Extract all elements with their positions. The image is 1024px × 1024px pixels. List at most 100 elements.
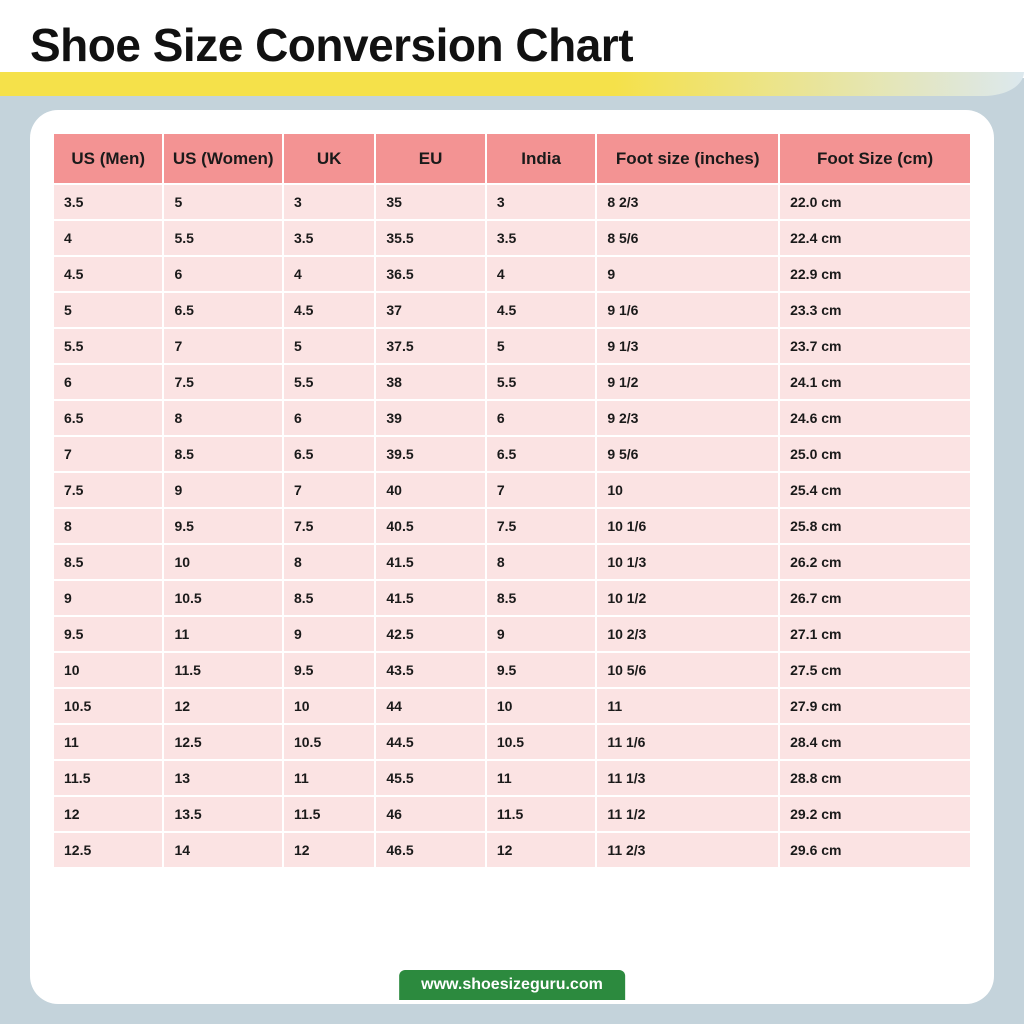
table-cell: 28.8 cm xyxy=(780,761,970,795)
table-cell: 35 xyxy=(376,185,484,219)
table-cell: 12 xyxy=(54,797,162,831)
table-cell: 10.5 xyxy=(54,689,162,723)
table-cell: 9 1/2 xyxy=(597,365,778,399)
table-cell: 10 1/6 xyxy=(597,509,778,543)
table-cell: 6.5 xyxy=(487,437,595,471)
table-cell: 3 xyxy=(284,185,374,219)
table-cell: 9.5 xyxy=(54,617,162,651)
table-row: 1011.59.543.59.510 5/627.5 cm xyxy=(54,653,970,687)
table-cell: 7 xyxy=(54,437,162,471)
table-cell: 4 xyxy=(487,257,595,291)
table-cell: 9.5 xyxy=(284,653,374,687)
table-cell: 7 xyxy=(164,329,282,363)
table-cell: 41.5 xyxy=(376,545,484,579)
table-cell: 11.5 xyxy=(284,797,374,831)
table-cell: 38 xyxy=(376,365,484,399)
table-cell: 6 xyxy=(487,401,595,435)
table-cell: 7.5 xyxy=(284,509,374,543)
table-cell: 8 xyxy=(487,545,595,579)
table-cell: 11 1/6 xyxy=(597,725,778,759)
table-cell: 8.5 xyxy=(54,545,162,579)
table-cell: 12 xyxy=(284,833,374,867)
table-cell: 23.7 cm xyxy=(780,329,970,363)
table-cell: 13 xyxy=(164,761,282,795)
table-cell: 29.6 cm xyxy=(780,833,970,867)
table-cell: 8.5 xyxy=(164,437,282,471)
table-cell: 11 2/3 xyxy=(597,833,778,867)
table-cell: 8.5 xyxy=(284,581,374,615)
table-cell: 10 xyxy=(54,653,162,687)
table-cell: 9 1/6 xyxy=(597,293,778,327)
table-cell: 3.5 xyxy=(54,185,162,219)
table-cell: 12.5 xyxy=(164,725,282,759)
table-cell: 8.5 xyxy=(487,581,595,615)
table-cell: 11 xyxy=(164,617,282,651)
table-cell: 11 1/3 xyxy=(597,761,778,795)
table-row: 1213.511.54611.511 1/229.2 cm xyxy=(54,797,970,831)
table-cell: 36.5 xyxy=(376,257,484,291)
table-row: 56.54.5374.59 1/623.3 cm xyxy=(54,293,970,327)
col-uk: UK xyxy=(284,134,374,183)
table-cell: 9 xyxy=(597,257,778,291)
table-row: 67.55.5385.59 1/224.1 cm xyxy=(54,365,970,399)
table-cell: 29.2 cm xyxy=(780,797,970,831)
table-cell: 4.5 xyxy=(284,293,374,327)
table-cell: 6 xyxy=(164,257,282,291)
table-row: 11.5131145.51111 1/328.8 cm xyxy=(54,761,970,795)
table-cell: 9 2/3 xyxy=(597,401,778,435)
table-cell: 44 xyxy=(376,689,484,723)
table-cell: 10 5/6 xyxy=(597,653,778,687)
table-cell: 9 xyxy=(164,473,282,507)
table-cell: 10.5 xyxy=(487,725,595,759)
table-row: 7.5974071025.4 cm xyxy=(54,473,970,507)
table-cell: 41.5 xyxy=(376,581,484,615)
table-cell: 22.0 cm xyxy=(780,185,970,219)
table-cell: 5 xyxy=(54,293,162,327)
table-cell: 43.5 xyxy=(376,653,484,687)
table-cell: 6.5 xyxy=(164,293,282,327)
table-cell: 11 1/2 xyxy=(597,797,778,831)
table-cell: 45.5 xyxy=(376,761,484,795)
table-cell: 3.5 xyxy=(284,221,374,255)
table-cell: 10.5 xyxy=(164,581,282,615)
footer-url: www.shoesizeguru.com xyxy=(399,970,625,1000)
table-row: 12.5141246.51211 2/329.6 cm xyxy=(54,833,970,867)
table-cell: 7 xyxy=(284,473,374,507)
table-cell: 44.5 xyxy=(376,725,484,759)
table-cell: 7.5 xyxy=(164,365,282,399)
table-cell: 6 xyxy=(54,365,162,399)
table-header-row: US (Men) US (Women) UK EU India Foot siz… xyxy=(54,134,970,183)
table-cell: 8 xyxy=(284,545,374,579)
table-cell: 10 1/3 xyxy=(597,545,778,579)
table-cell: 9 xyxy=(284,617,374,651)
table-row: 1112.510.544.510.511 1/628.4 cm xyxy=(54,725,970,759)
table-cell: 40 xyxy=(376,473,484,507)
size-table: US (Men) US (Women) UK EU India Foot siz… xyxy=(52,132,972,869)
table-cell: 37.5 xyxy=(376,329,484,363)
table-row: 78.56.539.56.59 5/625.0 cm xyxy=(54,437,970,471)
table-cell: 25.4 cm xyxy=(780,473,970,507)
table-cell: 10 xyxy=(487,689,595,723)
table-cell: 12 xyxy=(164,689,282,723)
table-cell: 35.5 xyxy=(376,221,484,255)
table-row: 3.5533538 2/322.0 cm xyxy=(54,185,970,219)
table-row: 8.510841.5810 1/326.2 cm xyxy=(54,545,970,579)
table-cell: 24.6 cm xyxy=(780,401,970,435)
table-row: 10.5121044101127.9 cm xyxy=(54,689,970,723)
title-band: Shoe Size Conversion Chart xyxy=(0,0,1024,78)
table-cell: 27.1 cm xyxy=(780,617,970,651)
table-cell: 8 2/3 xyxy=(597,185,778,219)
col-us-women: US (Women) xyxy=(164,134,282,183)
table-cell: 5 xyxy=(284,329,374,363)
table-cell: 7.5 xyxy=(487,509,595,543)
table-cell: 4.5 xyxy=(54,257,162,291)
table-cell: 11 xyxy=(487,761,595,795)
table-row: 9.511942.5910 2/327.1 cm xyxy=(54,617,970,651)
table-cell: 10 1/2 xyxy=(597,581,778,615)
table-cell: 37 xyxy=(376,293,484,327)
col-us-men: US (Men) xyxy=(54,134,162,183)
table-cell: 39.5 xyxy=(376,437,484,471)
table-cell: 5.5 xyxy=(54,329,162,363)
table-cell: 9.5 xyxy=(487,653,595,687)
table-cell: 11.5 xyxy=(487,797,595,831)
